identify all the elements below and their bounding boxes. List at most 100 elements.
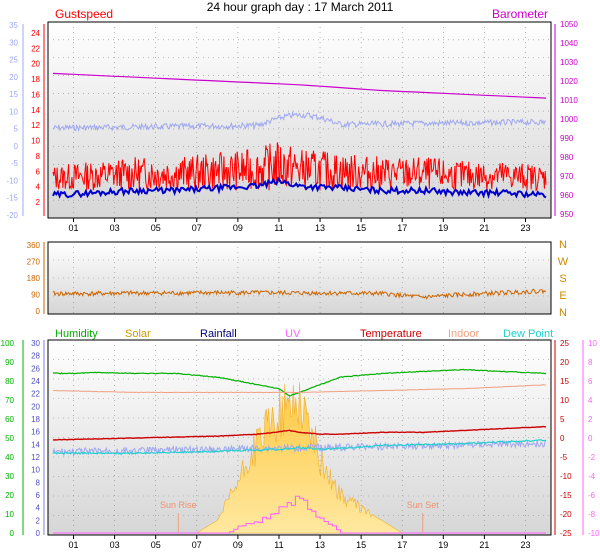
- legend-solar: Solar: [125, 328, 151, 340]
- x-tick-label: 15: [356, 223, 366, 233]
- temperature-tick-label: 15: [560, 377, 569, 386]
- humidity-tick-label: 40: [5, 453, 14, 462]
- x-tick-label: 03: [110, 540, 120, 550]
- solar-tick-label: 22: [31, 390, 40, 399]
- uv-line: [53, 495, 546, 534]
- compass-label: S: [559, 273, 566, 285]
- left-tick-label: 2: [36, 198, 41, 207]
- solar-tick-label: 16: [31, 428, 40, 437]
- humidity-tick-label: 60: [5, 415, 14, 424]
- left-tick-label: 20: [31, 60, 40, 69]
- x-tick-label: 05: [151, 540, 161, 550]
- solar-tick-label: 10: [31, 466, 40, 475]
- sunset-label: Sun Set: [407, 500, 440, 510]
- temperature-tick-label: -5: [560, 453, 568, 462]
- pink-tick-label: -2: [588, 453, 596, 462]
- humidity-tick-label: 80: [5, 377, 14, 386]
- legend-dew-point: Dew Point: [503, 328, 553, 340]
- right-tick-label: 960: [560, 191, 574, 200]
- temperature-tick-label: -20: [560, 510, 572, 519]
- temperature-tick-label: 20: [560, 358, 569, 367]
- pink-tick-label: 8: [588, 358, 593, 367]
- solar-tick-label: 26: [31, 364, 40, 373]
- x-tick-label: 05: [151, 223, 161, 233]
- solar-tick-label: 18: [31, 415, 40, 424]
- x-tick-label: 19: [438, 223, 448, 233]
- right-tick-label: 1000: [560, 115, 578, 124]
- solar-tick-label: 28: [31, 352, 40, 361]
- x-tick-label: 09: [233, 540, 243, 550]
- right-tick-label: 1040: [560, 39, 578, 48]
- solar-tick-label: 0: [36, 529, 41, 538]
- x-tick-label: 21: [479, 223, 489, 233]
- x-tick-label: 07: [192, 540, 202, 550]
- x-tick-label: 03: [110, 223, 120, 233]
- graph-title: 24 hour graph day : 17 March 2011: [206, 0, 394, 14]
- direction-tick-label: 90: [31, 291, 40, 300]
- rain-rate-line: [52, 439, 547, 457]
- humidity-tick-label: 30: [5, 472, 14, 481]
- temperature-tick-label: 10: [560, 396, 569, 405]
- direction-tick-label: 270: [27, 258, 41, 267]
- outer-left-tick-label: 35: [9, 21, 18, 30]
- right-tick-label: 980: [560, 153, 574, 162]
- humidity-tick-label: 10: [5, 510, 14, 519]
- outer-left-tick-label: -20: [6, 211, 18, 220]
- right-tick-label: 1010: [560, 96, 578, 105]
- left-tick-label: 18: [31, 75, 40, 84]
- pink-tick-label: -6: [588, 491, 596, 500]
- legend-uv: UV: [285, 328, 301, 340]
- solar-tick-label: 30: [31, 339, 40, 348]
- pink-tick-label: 4: [588, 396, 593, 405]
- left-tick-label: 22: [31, 44, 40, 53]
- solar-tick-label: 20: [31, 402, 40, 411]
- temperature-tick-label: -15: [560, 491, 572, 500]
- pink-tick-label: 10: [588, 339, 597, 348]
- pink-tick-label: -8: [588, 510, 596, 519]
- solar-tick-label: 2: [36, 516, 41, 525]
- legend-humidity: Humidity: [55, 328, 98, 340]
- x-tick-label: 13: [315, 223, 325, 233]
- outer-left-tick-label: -10: [6, 176, 18, 185]
- humidity-tick-label: 100: [1, 339, 15, 348]
- outer-left-tick-label: 20: [9, 73, 18, 82]
- left-tick-label: 24: [31, 29, 40, 38]
- solar-tick-label: 12: [31, 453, 40, 462]
- temperature-tick-label: 0: [560, 434, 565, 443]
- x-tick-label: 09: [233, 223, 243, 233]
- left-tick-label: 6: [36, 167, 41, 176]
- humidity-tick-label: 90: [5, 358, 14, 367]
- legend-gustspeed: Gustspeed: [55, 7, 113, 21]
- outer-left-tick-label: 10: [9, 107, 18, 116]
- direction-tick-label: 0: [36, 307, 41, 316]
- humidity-tick-label: 0: [10, 529, 15, 538]
- outer-left-tick-label: -5: [11, 159, 19, 168]
- wind-direction-line: [52, 288, 547, 300]
- pink-tick-label: -10: [588, 529, 600, 538]
- compass-label: N: [559, 239, 567, 251]
- pink-tick-label: 2: [588, 415, 593, 424]
- solar-tick-label: 8: [36, 478, 41, 487]
- pink-tick-label: -4: [588, 472, 596, 481]
- outer-left-tick-label: 0: [14, 142, 19, 151]
- right-tick-label: 1030: [560, 58, 578, 67]
- compass-label: E: [559, 290, 566, 302]
- left-tick-label: 16: [31, 90, 40, 99]
- x-tick-label: 11: [274, 223, 283, 233]
- x-tick-label: 17: [397, 540, 407, 550]
- legend-barometer: Barometer: [492, 7, 548, 21]
- solar-tick-label: 6: [36, 491, 41, 500]
- solar-tick-label: 4: [36, 504, 41, 513]
- temperature-tick-label: 25: [560, 339, 569, 348]
- pink-tick-label: 6: [588, 377, 593, 386]
- right-tick-label: 1020: [560, 77, 578, 86]
- x-tick-label: 01: [69, 223, 79, 233]
- left-tick-label: 12: [31, 121, 40, 130]
- dewpoint-line: [52, 439, 547, 455]
- humidity-tick-label: 20: [5, 491, 14, 500]
- barometer-line: [52, 72, 547, 99]
- windspeed-line: [52, 176, 547, 200]
- outer-left-tick-label: 5: [14, 125, 19, 134]
- x-tick-label: 21: [479, 540, 489, 550]
